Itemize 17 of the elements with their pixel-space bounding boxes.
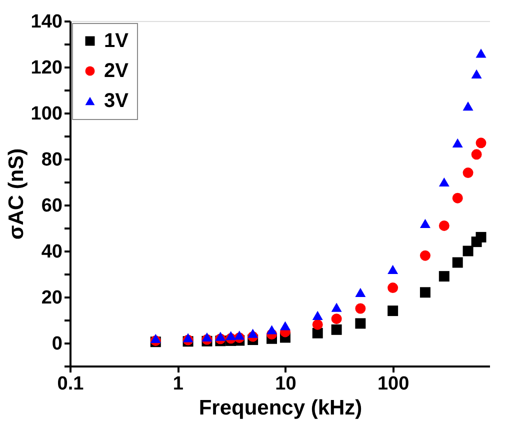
y-tick-label: 80 bbox=[41, 150, 62, 170]
legend-label: 1V bbox=[104, 30, 130, 52]
y-tick-label: 100 bbox=[30, 104, 62, 124]
y-tick-label: 20 bbox=[41, 288, 62, 308]
x-axis-title: Frequency (kHz) bbox=[198, 396, 362, 420]
x-tick-label: 100 bbox=[377, 374, 410, 394]
x-tick-label: 10 bbox=[275, 374, 296, 394]
legend-label: 2V bbox=[104, 60, 130, 82]
y-tick-label: 60 bbox=[41, 196, 62, 216]
y-axis-title: σAC (nS) bbox=[4, 148, 28, 240]
y-tick-label: 120 bbox=[30, 58, 62, 78]
x-tick-label: 0.1 bbox=[57, 374, 84, 394]
y-tick-label: 40 bbox=[41, 242, 62, 262]
y-tick-label: 140 bbox=[30, 12, 62, 32]
y-tick-label: 0 bbox=[52, 334, 62, 354]
legend-label: 3V bbox=[104, 90, 130, 112]
x-tick-label: 1 bbox=[172, 374, 184, 394]
